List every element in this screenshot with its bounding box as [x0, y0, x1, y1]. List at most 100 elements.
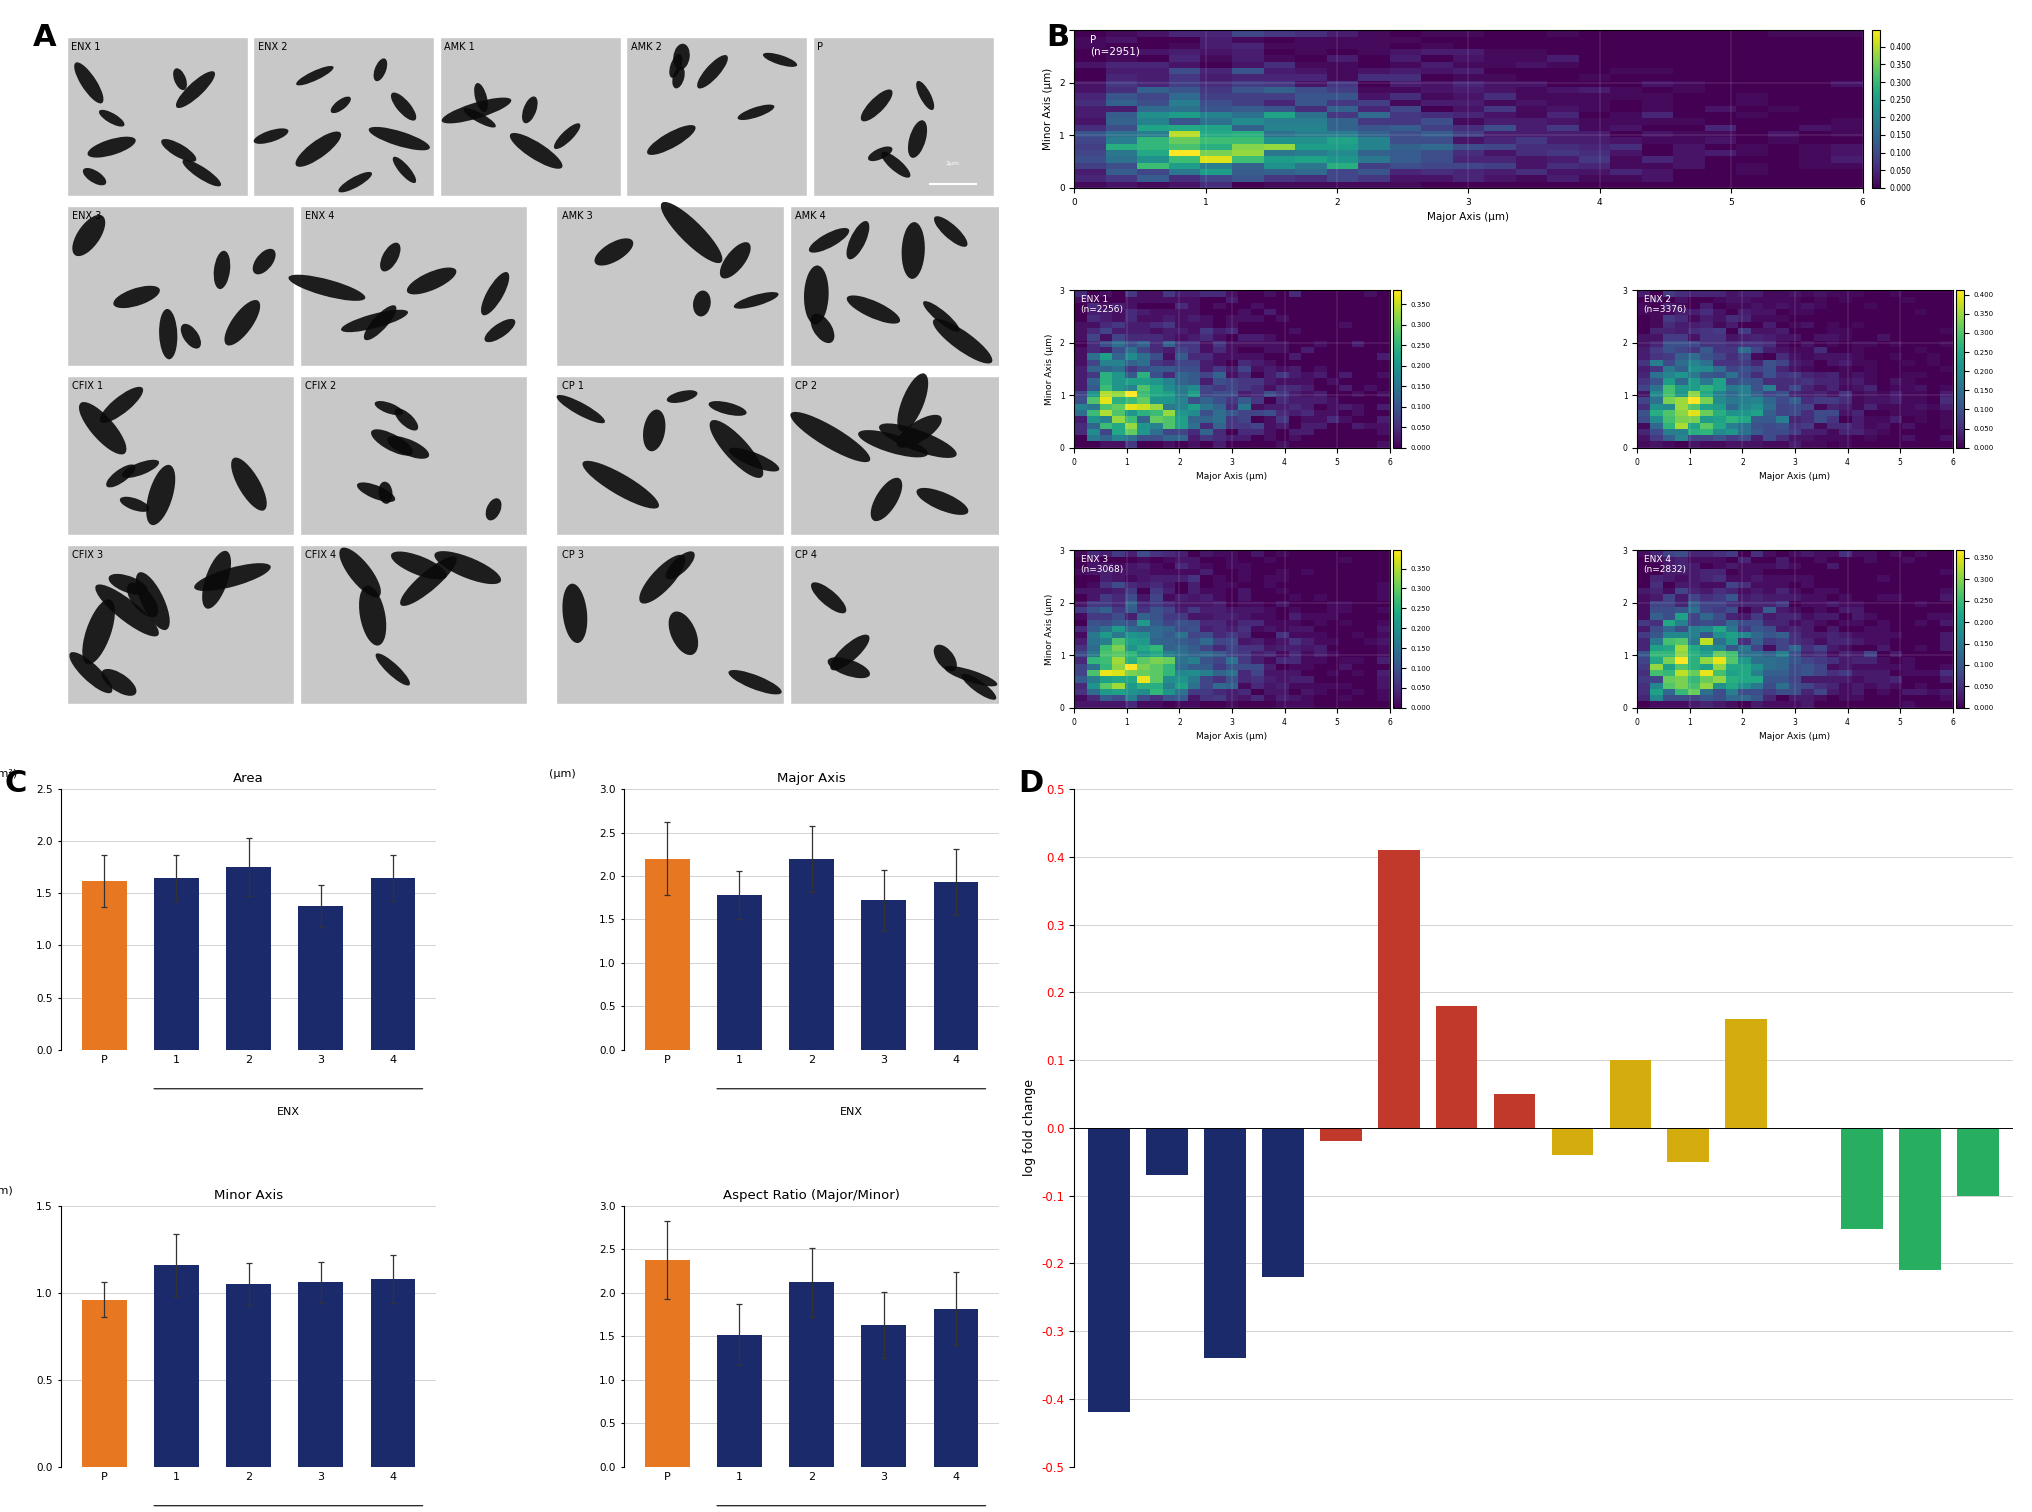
- FancyBboxPatch shape: [626, 36, 807, 197]
- Ellipse shape: [933, 216, 967, 246]
- Ellipse shape: [809, 228, 849, 253]
- Ellipse shape: [738, 104, 774, 119]
- Ellipse shape: [829, 635, 870, 670]
- Ellipse shape: [961, 674, 996, 700]
- Ellipse shape: [158, 308, 177, 360]
- FancyBboxPatch shape: [67, 36, 248, 197]
- Ellipse shape: [557, 395, 606, 423]
- FancyBboxPatch shape: [67, 207, 295, 366]
- FancyBboxPatch shape: [299, 376, 526, 535]
- Ellipse shape: [441, 98, 512, 124]
- Ellipse shape: [719, 242, 750, 278]
- Ellipse shape: [664, 552, 695, 579]
- Bar: [299, 906, 343, 1049]
- Ellipse shape: [709, 401, 746, 416]
- Ellipse shape: [136, 572, 169, 631]
- Ellipse shape: [880, 151, 910, 178]
- Ellipse shape: [803, 266, 829, 325]
- Ellipse shape: [908, 121, 927, 157]
- Ellipse shape: [392, 157, 417, 183]
- Ellipse shape: [224, 299, 260, 346]
- Title: Minor Axis: Minor Axis: [213, 1188, 282, 1202]
- Ellipse shape: [933, 644, 957, 671]
- Ellipse shape: [660, 203, 721, 263]
- Text: ENX 1
(n=2256): ENX 1 (n=2256): [1081, 295, 1124, 314]
- Ellipse shape: [646, 125, 695, 154]
- Ellipse shape: [553, 124, 579, 150]
- Ellipse shape: [860, 89, 892, 121]
- Ellipse shape: [122, 460, 158, 478]
- Ellipse shape: [73, 215, 106, 256]
- Ellipse shape: [364, 305, 396, 340]
- Bar: [226, 1284, 270, 1467]
- Text: D: D: [1018, 768, 1042, 798]
- Ellipse shape: [896, 373, 929, 431]
- Text: CFIX 3: CFIX 3: [73, 550, 104, 559]
- FancyBboxPatch shape: [557, 207, 784, 366]
- Bar: [81, 1300, 126, 1467]
- Text: CP 2: CP 2: [795, 381, 817, 390]
- Bar: [1550, 1128, 1593, 1155]
- Ellipse shape: [368, 127, 429, 150]
- Text: CFIX 2: CFIX 2: [305, 381, 337, 390]
- Text: ENX 3: ENX 3: [73, 212, 102, 221]
- Ellipse shape: [463, 109, 496, 127]
- Ellipse shape: [360, 585, 386, 646]
- Text: AMK 1: AMK 1: [445, 42, 475, 51]
- Text: AMK 3: AMK 3: [561, 212, 593, 221]
- Ellipse shape: [87, 136, 136, 157]
- Ellipse shape: [177, 71, 215, 107]
- Y-axis label: Minor Axis (μm): Minor Axis (μm): [1044, 593, 1055, 665]
- FancyBboxPatch shape: [254, 36, 435, 197]
- Bar: [1262, 1128, 1303, 1278]
- Ellipse shape: [406, 268, 455, 295]
- Text: AMK 4: AMK 4: [795, 212, 825, 221]
- Text: C: C: [4, 768, 26, 798]
- Ellipse shape: [201, 550, 232, 609]
- Text: A: A: [33, 24, 57, 53]
- Ellipse shape: [811, 582, 845, 614]
- FancyBboxPatch shape: [788, 546, 1016, 705]
- Ellipse shape: [100, 387, 142, 423]
- Bar: [370, 1279, 415, 1467]
- Ellipse shape: [378, 482, 392, 503]
- Text: CFIX 1: CFIX 1: [73, 381, 104, 390]
- Ellipse shape: [75, 62, 104, 103]
- Ellipse shape: [583, 461, 658, 508]
- Ellipse shape: [376, 653, 410, 685]
- FancyBboxPatch shape: [299, 546, 526, 705]
- Bar: [1378, 850, 1418, 1128]
- Ellipse shape: [669, 54, 683, 77]
- Ellipse shape: [727, 670, 782, 694]
- Ellipse shape: [827, 658, 870, 679]
- Ellipse shape: [697, 54, 727, 89]
- Text: ENX: ENX: [839, 1107, 862, 1117]
- Ellipse shape: [252, 249, 276, 274]
- Ellipse shape: [400, 556, 457, 606]
- Ellipse shape: [563, 584, 587, 643]
- Ellipse shape: [945, 665, 998, 686]
- Ellipse shape: [232, 458, 266, 511]
- Text: (μm): (μm): [549, 768, 575, 779]
- FancyBboxPatch shape: [557, 546, 784, 705]
- Bar: [1146, 1128, 1187, 1175]
- Ellipse shape: [108, 575, 148, 594]
- Bar: [788, 1282, 833, 1467]
- Ellipse shape: [858, 429, 927, 458]
- Ellipse shape: [374, 59, 386, 82]
- Ellipse shape: [638, 555, 685, 603]
- Bar: [644, 1259, 689, 1467]
- Text: ENX 4
(n=2832): ENX 4 (n=2832): [1642, 555, 1687, 575]
- Ellipse shape: [473, 83, 488, 112]
- Bar: [1087, 1128, 1130, 1412]
- Ellipse shape: [709, 420, 762, 478]
- Title: Aspect Ratio (Major/Minor): Aspect Ratio (Major/Minor): [723, 1188, 900, 1202]
- Bar: [370, 877, 415, 1049]
- Ellipse shape: [482, 272, 508, 316]
- Ellipse shape: [195, 562, 270, 591]
- X-axis label: Major Axis (μm): Major Axis (μm): [1197, 472, 1266, 481]
- Text: ENX: ENX: [276, 1107, 299, 1117]
- Text: CP 4: CP 4: [795, 550, 817, 559]
- Title: Major Axis: Major Axis: [776, 773, 845, 785]
- Y-axis label: Minor Axis (μm): Minor Axis (μm): [1044, 333, 1055, 405]
